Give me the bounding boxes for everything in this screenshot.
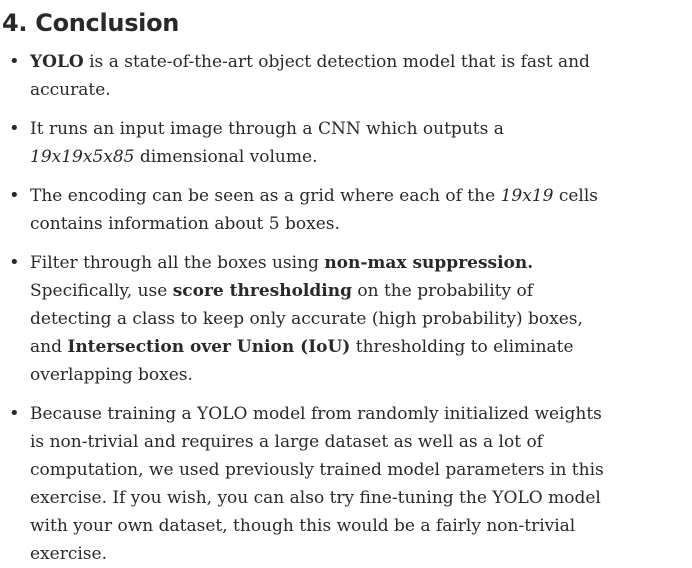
text-run: non-max suppression. <box>324 253 534 273</box>
list-item: Because training a YOLO model from rando… <box>0 400 610 568</box>
conclusion-list: YOLO is a state-of-the-art object detect… <box>0 48 692 568</box>
text-run: Because training a YOLO model from rando… <box>30 404 604 564</box>
text-run: It runs an input image through a CNN whi… <box>30 119 504 139</box>
text-run: score thresholding <box>172 281 352 301</box>
article-section: 4. Conclusion YOLO is a state-of-the-art… <box>0 0 692 520</box>
section-heading: 4. Conclusion <box>2 9 180 37</box>
text-run: 19x19 <box>500 186 554 206</box>
text-run: Filter through all the boxes using <box>30 253 325 273</box>
text-run: thresholding to eliminate overlapping bo… <box>30 337 574 385</box>
text-run: cells contains information about 5 boxes… <box>30 186 599 234</box>
text-run: Intersection over Union (IoU) <box>67 337 351 357</box>
list-item: It runs an input image through a CNN whi… <box>0 115 610 171</box>
text-run: YOLO <box>30 52 84 72</box>
text-run: 19x19x5x85 <box>30 147 135 167</box>
list-item: The encoding can be seen as a grid where… <box>0 182 610 238</box>
text-run: dimensional volume. <box>134 147 318 167</box>
list-item: Filter through all the boxes using non-m… <box>0 249 610 389</box>
list-item: YOLO is a state-of-the-art object detect… <box>0 48 610 104</box>
text-run: on the probability of detecting a class … <box>30 281 583 357</box>
text-run: Specifically, use <box>30 281 173 301</box>
text-run: is a state-of-the-art object detection m… <box>30 52 590 100</box>
text-run: The encoding can be seen as a grid where… <box>30 186 501 206</box>
